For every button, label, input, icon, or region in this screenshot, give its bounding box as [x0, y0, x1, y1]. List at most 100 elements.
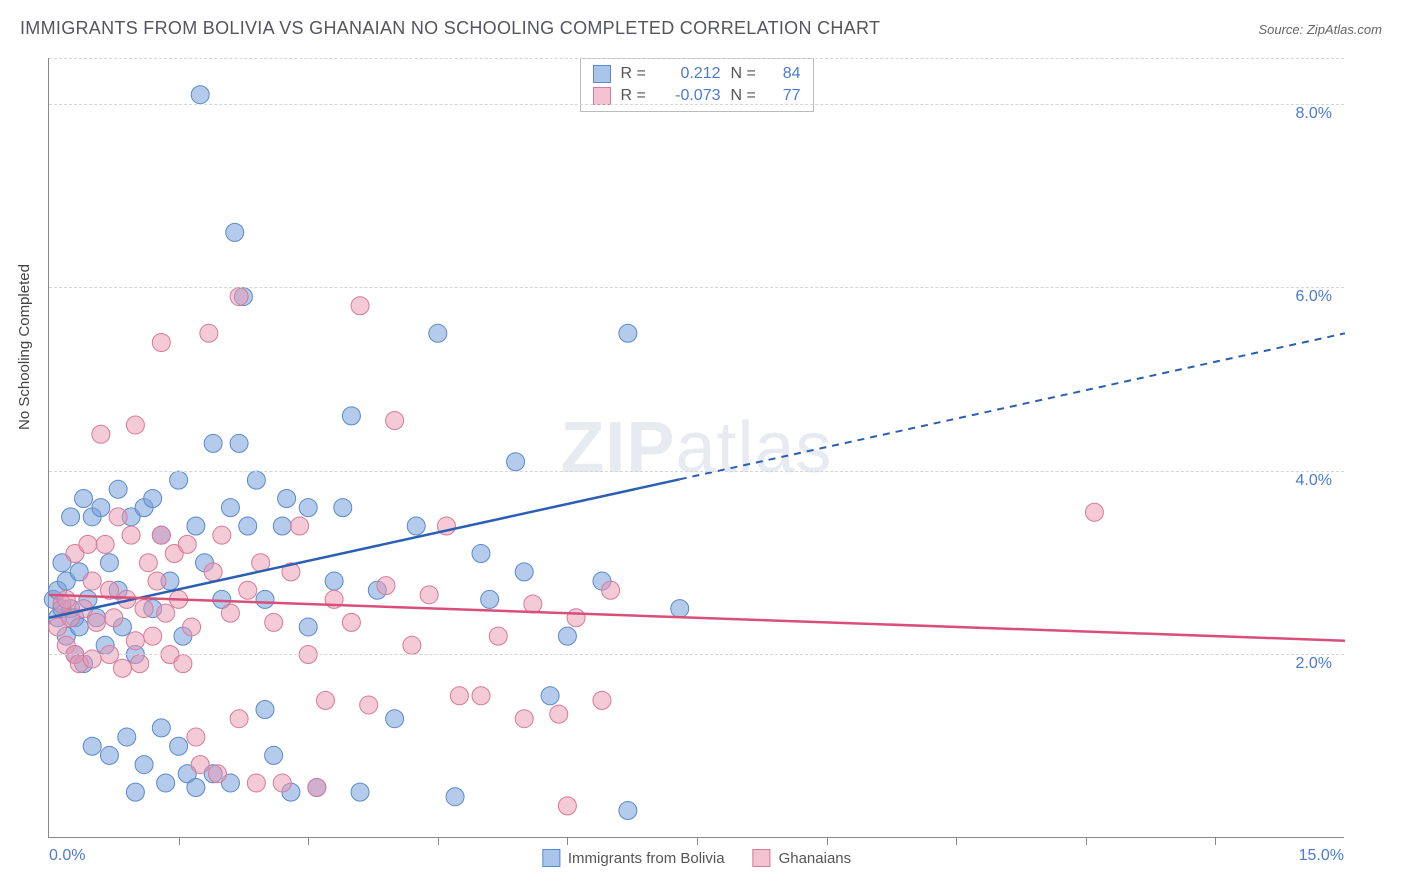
scatter-point	[200, 324, 218, 342]
scatter-point	[308, 779, 326, 797]
scatter-point	[407, 517, 425, 535]
scatter-point	[221, 499, 239, 517]
scatter-point	[178, 535, 196, 553]
scatter-point	[148, 572, 166, 590]
scatter-point	[100, 746, 118, 764]
scatter-point	[472, 545, 490, 563]
scatter-point	[265, 746, 283, 764]
scatter-point	[109, 508, 127, 526]
legend-item: Immigrants from Bolivia	[542, 849, 725, 867]
scatter-point	[152, 719, 170, 737]
scatter-point	[450, 687, 468, 705]
scatter-point	[420, 586, 438, 604]
scatter-point	[105, 609, 123, 627]
n-value: 84	[771, 65, 801, 83]
x-tick-mark	[438, 837, 439, 845]
legend-swatch	[593, 87, 611, 105]
scatter-point	[118, 728, 136, 746]
scatter-point	[191, 756, 209, 774]
scatter-point	[213, 526, 231, 544]
scatter-point	[230, 710, 248, 728]
legend-swatch	[593, 65, 611, 83]
scatter-point	[83, 572, 101, 590]
scatter-point	[446, 788, 464, 806]
scatter-point	[152, 333, 170, 351]
scatter-point	[671, 600, 689, 618]
scatter-point	[619, 324, 637, 342]
scatter-point	[204, 563, 222, 581]
scatter-point	[377, 577, 395, 595]
scatter-point	[187, 517, 205, 535]
scatter-point	[170, 471, 188, 489]
legend-label: Immigrants from Bolivia	[568, 850, 725, 867]
y-tick-label: 6.0%	[1296, 288, 1332, 306]
scatter-point	[135, 600, 153, 618]
x-tick-mark	[1215, 837, 1216, 845]
scatter-point	[342, 613, 360, 631]
scatter-point	[152, 526, 170, 544]
n-label: N =	[731, 87, 761, 105]
scatter-point	[83, 737, 101, 755]
scatter-point	[489, 627, 507, 645]
r-label: R =	[621, 87, 651, 105]
scatter-point	[247, 471, 265, 489]
scatter-point	[256, 701, 274, 719]
scatter-point	[273, 774, 291, 792]
r-value: -0.073	[661, 87, 721, 105]
scatter-point	[144, 627, 162, 645]
scatter-point	[230, 434, 248, 452]
scatter-point	[1085, 503, 1103, 521]
x-tick-mark	[179, 837, 180, 845]
n-value: 77	[771, 87, 801, 105]
scatter-point	[524, 595, 542, 613]
scatter-point	[122, 526, 140, 544]
scatter-point	[386, 411, 404, 429]
grid-line	[49, 654, 1344, 655]
scatter-point	[273, 517, 291, 535]
scatter-point	[481, 590, 499, 608]
x-tick-mark	[697, 837, 698, 845]
scatter-point	[230, 288, 248, 306]
x-tick-label: 0.0%	[49, 847, 85, 865]
legend-item: Ghanaians	[753, 849, 852, 867]
scatter-point	[507, 453, 525, 471]
x-tick-label: 15.0%	[1299, 847, 1344, 865]
x-tick-mark	[956, 837, 957, 845]
scatter-point	[144, 489, 162, 507]
scatter-point	[83, 650, 101, 668]
scatter-point	[256, 590, 274, 608]
scatter-point	[191, 86, 209, 104]
source-prefix: Source:	[1258, 22, 1306, 37]
scatter-point	[567, 609, 585, 627]
scatter-point	[602, 581, 620, 599]
legend-swatch	[753, 849, 771, 867]
scatter-point	[541, 687, 559, 705]
scatter-point	[403, 636, 421, 654]
grid-line	[49, 104, 1344, 105]
scatter-point	[558, 627, 576, 645]
y-tick-label: 2.0%	[1296, 655, 1332, 673]
scatter-point	[57, 590, 75, 608]
scatter-point	[157, 774, 175, 792]
scatter-point	[316, 691, 334, 709]
scatter-point	[299, 618, 317, 636]
n-label: N =	[731, 65, 761, 83]
r-value: 0.212	[661, 65, 721, 83]
scatter-point	[174, 655, 192, 673]
scatter-point	[131, 655, 149, 673]
source-name: ZipAtlas.com	[1307, 22, 1382, 37]
scatter-point	[183, 618, 201, 636]
stats-row: R =0.212N =84	[593, 63, 801, 85]
scatter-point	[187, 728, 205, 746]
scatter-point	[429, 324, 447, 342]
scatter-point	[342, 407, 360, 425]
scatter-point	[126, 416, 144, 434]
scatter-point	[472, 687, 490, 705]
y-tick-label: 4.0%	[1296, 472, 1332, 490]
scatter-point	[515, 563, 533, 581]
x-tick-mark	[827, 837, 828, 845]
chart-title: IMMIGRANTS FROM BOLIVIA VS GHANAIAN NO S…	[20, 18, 880, 39]
scatter-point	[62, 508, 80, 526]
scatter-point	[593, 691, 611, 709]
scatter-point	[221, 604, 239, 622]
